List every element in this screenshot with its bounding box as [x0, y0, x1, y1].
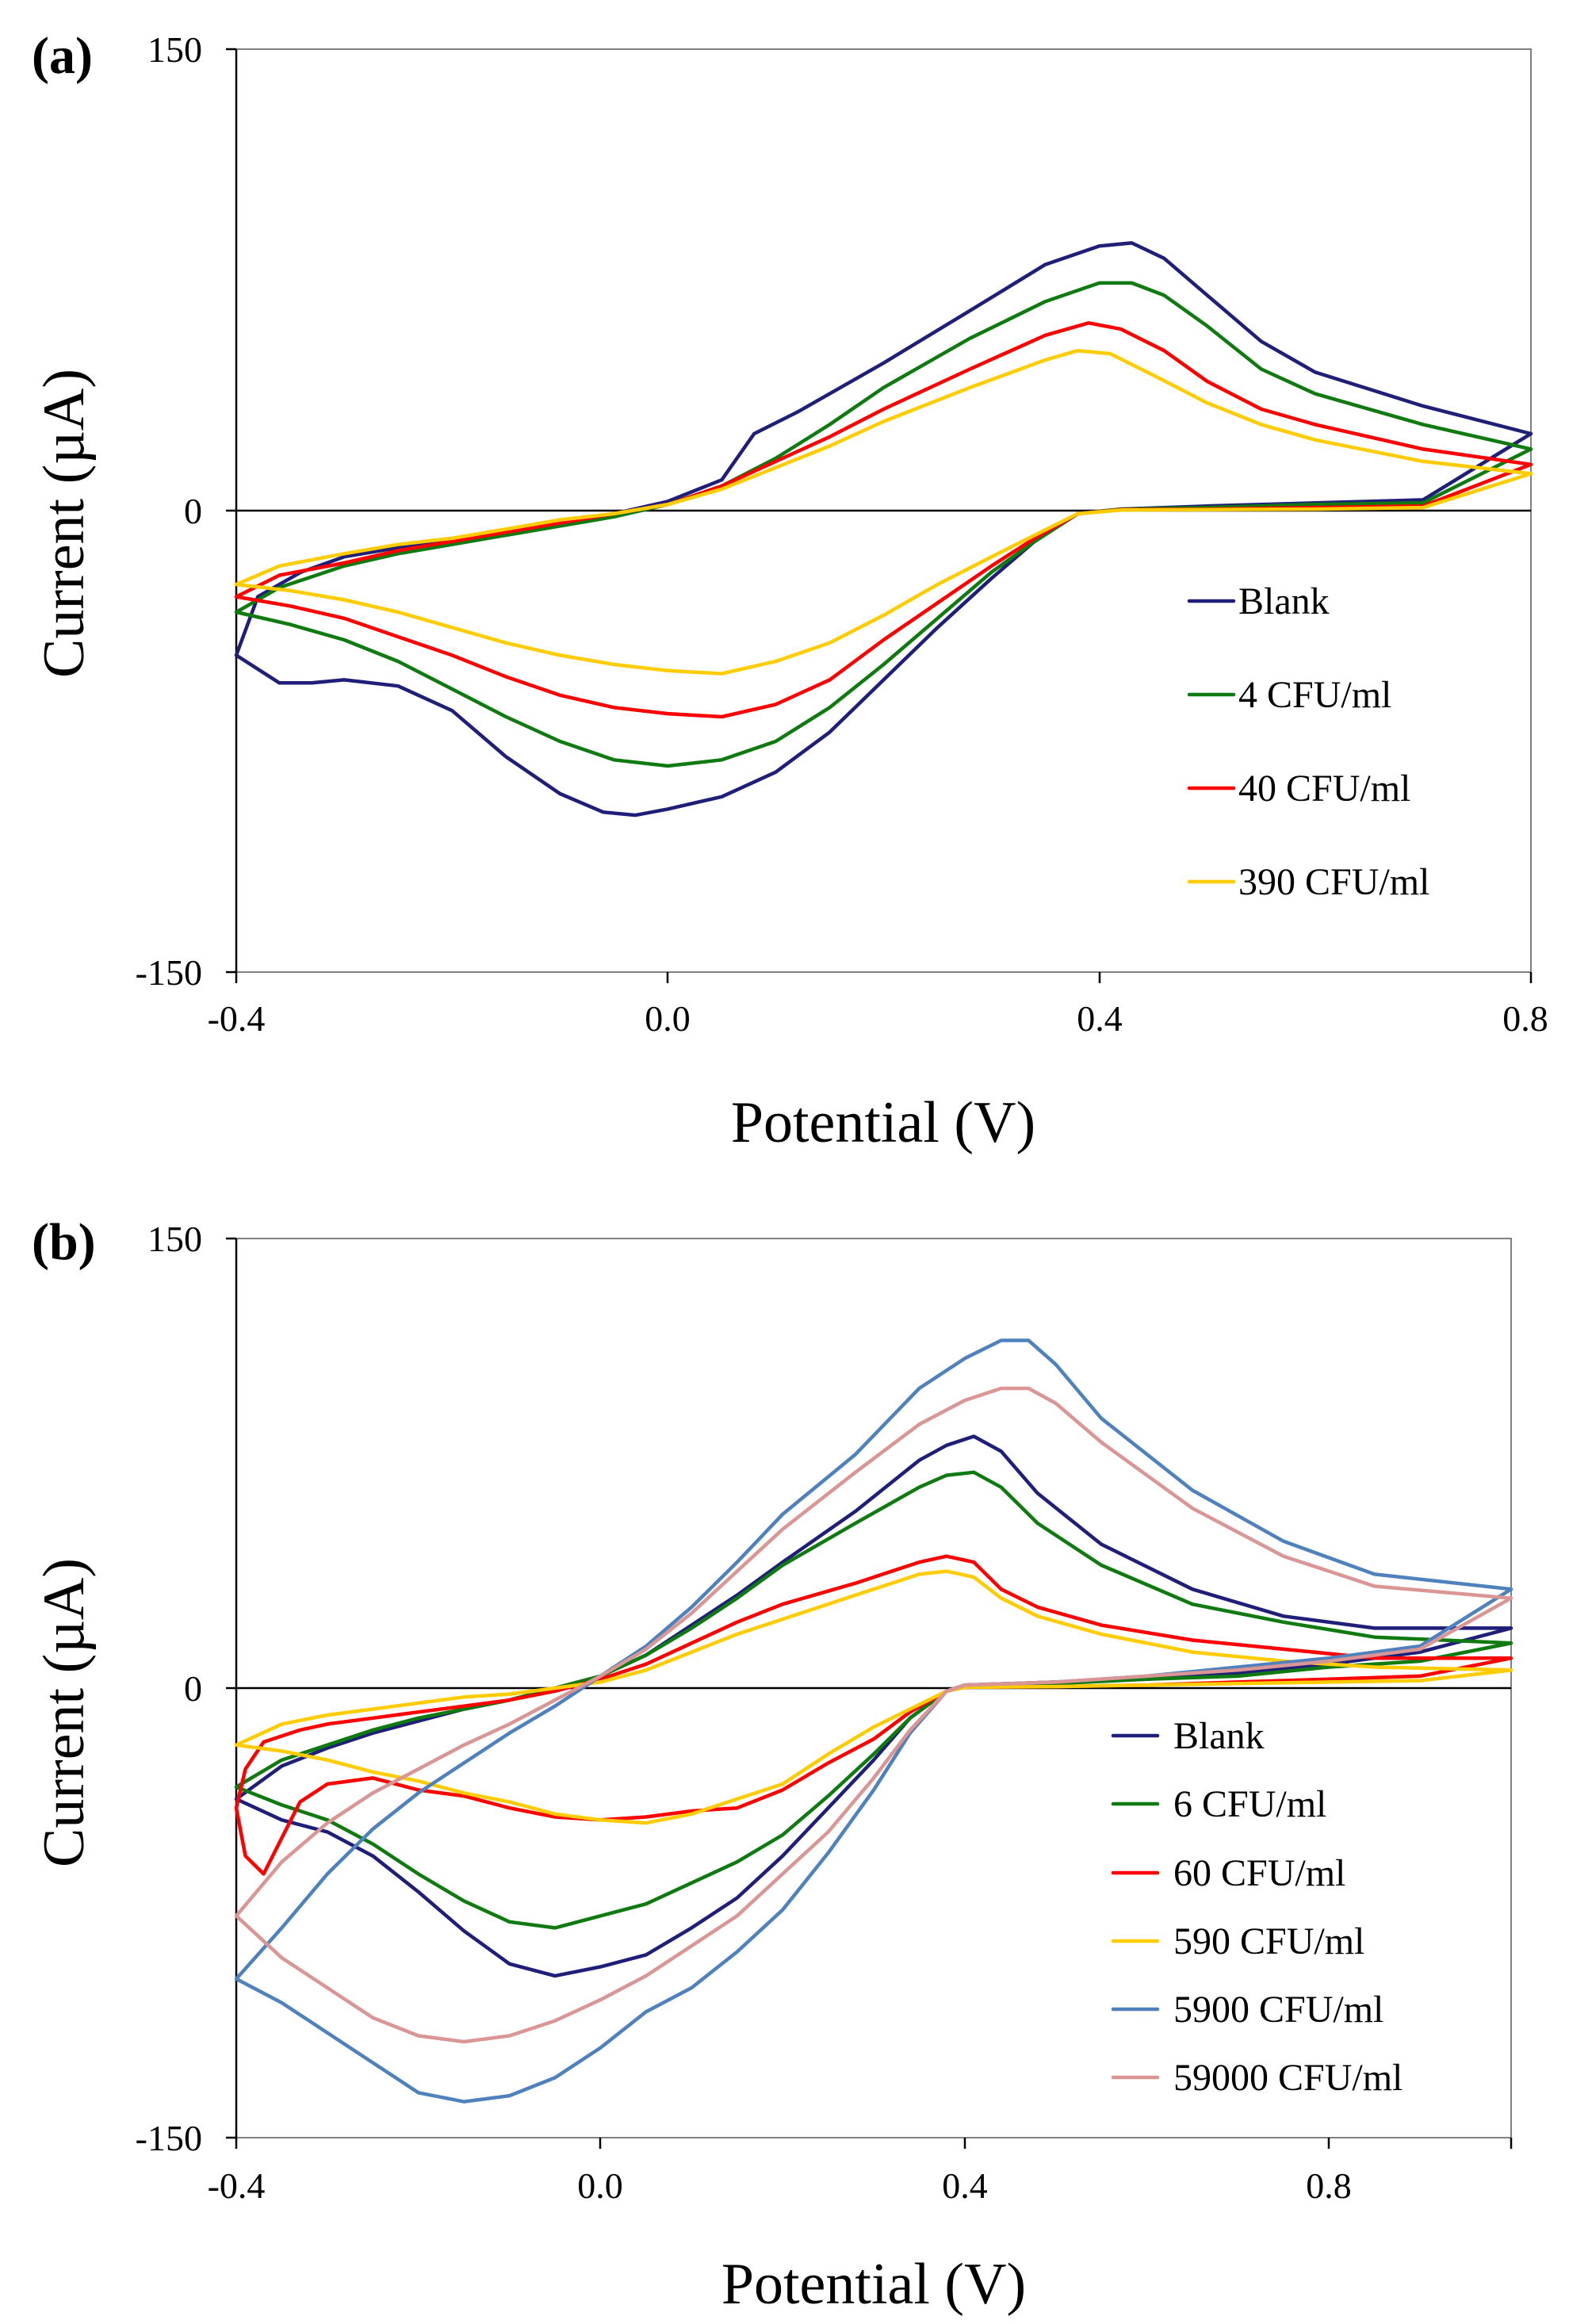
x-tick-label-b-4: 0.8	[1306, 2165, 1352, 2206]
y-tick-label-b-0: 0	[184, 1668, 202, 1709]
y-tick-label-b-neg150: -150	[136, 2118, 202, 2158]
series-curve-a-2	[234, 321, 1533, 719]
x-tick-label-a-1: -0.4	[208, 998, 266, 1039]
legend-b-label-59000cfu: 59000 CFU/ml	[1173, 2057, 1403, 2099]
series-curve-b-2	[234, 1554, 1514, 1876]
series-curve-b-1	[234, 1470, 1514, 1930]
legend-b: Blank 6 CFU/ml 60 CFU/ml 590 CFU/ml 5900…	[1111, 1715, 1403, 2099]
legend-b-label-590cfu: 590 CFU/ml	[1173, 1920, 1364, 1962]
legend-b-label-blank: Blank	[1173, 1715, 1265, 1757]
x-axis-title-a: Potential (V)	[731, 1090, 1035, 1155]
y-tick-label-a-150: 150	[147, 29, 202, 70]
x-tick-label-b-1: -0.4	[208, 2165, 266, 2206]
legend-a-label-390cfu: 390 CFU/ml	[1238, 861, 1429, 903]
panel-label-b: (b)	[32, 1213, 96, 1271]
legend-a-label-40cfu: 40 CFU/ml	[1238, 768, 1410, 810]
series-curve-b-4	[234, 1338, 1514, 2104]
x-tick-label-b-3: 0.4	[942, 2165, 988, 2206]
series-curve-b-0	[234, 1434, 1514, 1978]
legend-b-label-5900cfu: 5900 CFU/ml	[1173, 1989, 1383, 2031]
legend-a: Blank 4 CFU/ml 40 CFU/ml 390 CFU/ml	[1187, 580, 1429, 903]
y-tick-label-b-150: 150	[147, 1219, 202, 1259]
panel-b: (b) 150 0 -150 -0.4 0.0 0.4 0.8 Potentia…	[32, 1213, 1514, 2317]
series-group-a	[234, 241, 1533, 817]
legend-a-label-blank: Blank	[1238, 580, 1330, 622]
series-curve-a-0	[234, 241, 1533, 817]
legend-b-label-6cfu: 6 CFU/ml	[1173, 1783, 1326, 1825]
y-axis-title-b: Current (µA)	[32, 1558, 97, 1867]
y-tick-label-a-0: 0	[184, 491, 202, 531]
x-tick-label-a-2: 0.0	[645, 998, 691, 1039]
panel-a: (a) 150 0 -150 -0.4 0.0 0.4 0.8 Potentia…	[32, 27, 1548, 1155]
x-axis-title-b: Potential (V)	[721, 2252, 1026, 2317]
series-group-b	[234, 1338, 1514, 2104]
panel-label-a: (a)	[32, 27, 93, 85]
series-curve-b-5	[234, 1386, 1514, 2044]
series-curve-a-1	[234, 281, 1533, 768]
legend-a-label-4cfu: 4 CFU/ml	[1238, 674, 1391, 716]
x-tick-label-a-4: 0.8	[1502, 998, 1548, 1039]
x-tick-label-a-3: 0.4	[1077, 998, 1123, 1039]
y-axis-title-a: Current (µA)	[32, 369, 97, 678]
legend-b-label-60cfu: 60 CFU/ml	[1173, 1852, 1345, 1894]
x-tick-label-b-2: 0.0	[577, 2165, 623, 2206]
series-curve-a-3	[234, 348, 1533, 676]
y-tick-label-a-neg150: -150	[136, 952, 202, 993]
